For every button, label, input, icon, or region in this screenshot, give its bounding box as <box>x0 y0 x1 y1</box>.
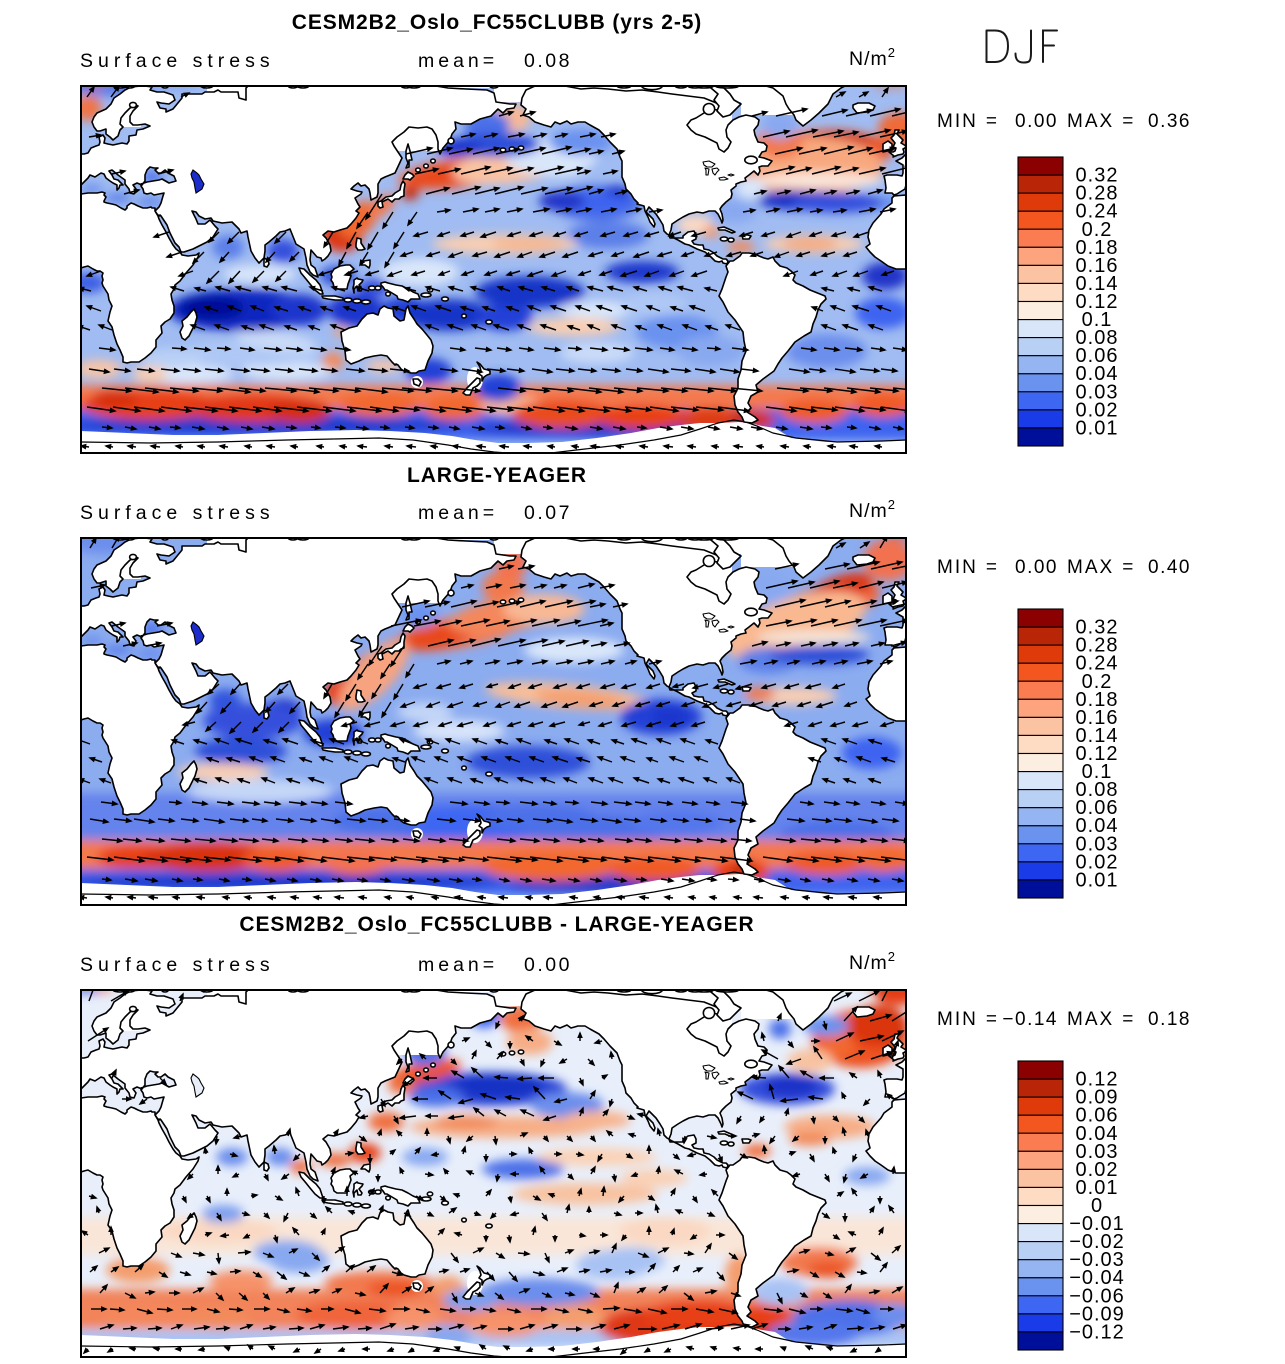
svg-text:0.08: 0.08 <box>1076 779 1119 801</box>
svg-text:0.03: 0.03 <box>1076 1141 1119 1163</box>
svg-text:0.40: 0.40 <box>1148 557 1191 578</box>
svg-text:0.24: 0.24 <box>1076 653 1119 675</box>
svg-text:0.01: 0.01 <box>1076 417 1119 439</box>
svg-text:−0.09: −0.09 <box>1069 1303 1125 1325</box>
svg-text:0.24: 0.24 <box>1076 201 1119 223</box>
svg-text:0.18: 0.18 <box>1076 237 1119 259</box>
svg-text:0.12: 0.12 <box>1076 743 1119 765</box>
svg-text:0.1: 0.1 <box>1082 761 1113 783</box>
svg-text:0.2: 0.2 <box>1082 671 1113 693</box>
svg-text:0.03: 0.03 <box>1076 381 1119 403</box>
svg-text:N/m2: N/m2 <box>849 45 896 70</box>
svg-text:MIN=: MIN = <box>937 1009 999 1030</box>
svg-text:MIN=: MIN = <box>937 111 999 132</box>
svg-text:mean=: mean= <box>418 502 498 524</box>
svg-text:LARGE-YEAGER: LARGE-YEAGER <box>407 464 587 487</box>
svg-text:0.28: 0.28 <box>1076 635 1119 657</box>
svg-text:0.18: 0.18 <box>1076 689 1119 711</box>
svg-text:−0.02: −0.02 <box>1069 1231 1125 1253</box>
svg-text:−0.03: −0.03 <box>1069 1249 1125 1271</box>
svg-text:0.04: 0.04 <box>1076 815 1119 837</box>
svg-text:0.1: 0.1 <box>1082 309 1113 331</box>
svg-text:N/m2: N/m2 <box>849 497 896 522</box>
svg-text:0.16: 0.16 <box>1076 707 1119 729</box>
svg-text:0.12: 0.12 <box>1076 291 1119 313</box>
svg-text:0.08: 0.08 <box>524 50 572 72</box>
svg-text:0.03: 0.03 <box>1076 833 1119 855</box>
svg-text:0.02: 0.02 <box>1076 851 1119 873</box>
svg-text:Surface stress: Surface stress <box>80 954 275 976</box>
svg-text:0.16: 0.16 <box>1076 255 1119 277</box>
svg-text:0.14: 0.14 <box>1076 273 1119 295</box>
svg-text:0.32: 0.32 <box>1076 617 1119 639</box>
svg-text:0.08: 0.08 <box>1076 327 1119 349</box>
svg-text:0.02: 0.02 <box>1076 1159 1119 1181</box>
svg-text:0.36: 0.36 <box>1148 111 1191 132</box>
svg-text:0.06: 0.06 <box>1076 1105 1119 1127</box>
svg-text:MAX=: MAX = <box>1067 1009 1135 1030</box>
svg-text:0.04: 0.04 <box>1076 1123 1119 1145</box>
svg-text:mean=: mean= <box>418 954 498 976</box>
svg-text:MAX=: MAX = <box>1067 111 1135 132</box>
svg-text:Surface stress: Surface stress <box>80 502 275 524</box>
svg-text:0.09: 0.09 <box>1076 1087 1119 1109</box>
svg-text:0.00: 0.00 <box>1015 111 1058 132</box>
svg-text:0.04: 0.04 <box>1076 363 1119 385</box>
svg-text:0.00: 0.00 <box>1015 557 1058 578</box>
svg-text:0.32: 0.32 <box>1076 165 1119 187</box>
svg-text:0.06: 0.06 <box>1076 345 1119 367</box>
svg-text:0.2: 0.2 <box>1082 219 1113 241</box>
svg-text:−0.12: −0.12 <box>1069 1321 1125 1343</box>
svg-text:0.06: 0.06 <box>1076 797 1119 819</box>
svg-text:0.01: 0.01 <box>1076 869 1119 891</box>
svg-text:0.02: 0.02 <box>1076 399 1119 421</box>
svg-text:0.01: 0.01 <box>1076 1177 1119 1199</box>
svg-text:0.14: 0.14 <box>1076 725 1119 747</box>
svg-text:MIN=: MIN = <box>937 557 999 578</box>
svg-text:0.07: 0.07 <box>524 502 572 524</box>
svg-text:Surface stress: Surface stress <box>80 50 275 72</box>
svg-text:−0.14: −0.14 <box>1002 1009 1058 1030</box>
svg-text:−0.06: −0.06 <box>1069 1285 1125 1307</box>
svg-text:0.12: 0.12 <box>1076 1069 1119 1091</box>
svg-text:CESM2B2_Oslo_FC55CLUBB (yrs 2-: CESM2B2_Oslo_FC55CLUBB (yrs 2-5) <box>292 11 702 34</box>
svg-text:−0.01: −0.01 <box>1069 1213 1125 1235</box>
svg-text:mean=: mean= <box>418 50 498 72</box>
svg-text:0.28: 0.28 <box>1076 183 1119 205</box>
svg-text:MAX=: MAX = <box>1067 557 1135 578</box>
svg-text:CESM2B2_Oslo_FC55CLUBB - LARGE: CESM2B2_Oslo_FC55CLUBB - LARGE-YEAGER <box>239 913 754 936</box>
svg-text:0: 0 <box>1091 1195 1103 1217</box>
svg-text:N/m2: N/m2 <box>849 949 896 974</box>
svg-text:0.00: 0.00 <box>524 954 572 976</box>
svg-text:−0.04: −0.04 <box>1069 1267 1125 1289</box>
svg-text:0.18: 0.18 <box>1148 1009 1191 1030</box>
